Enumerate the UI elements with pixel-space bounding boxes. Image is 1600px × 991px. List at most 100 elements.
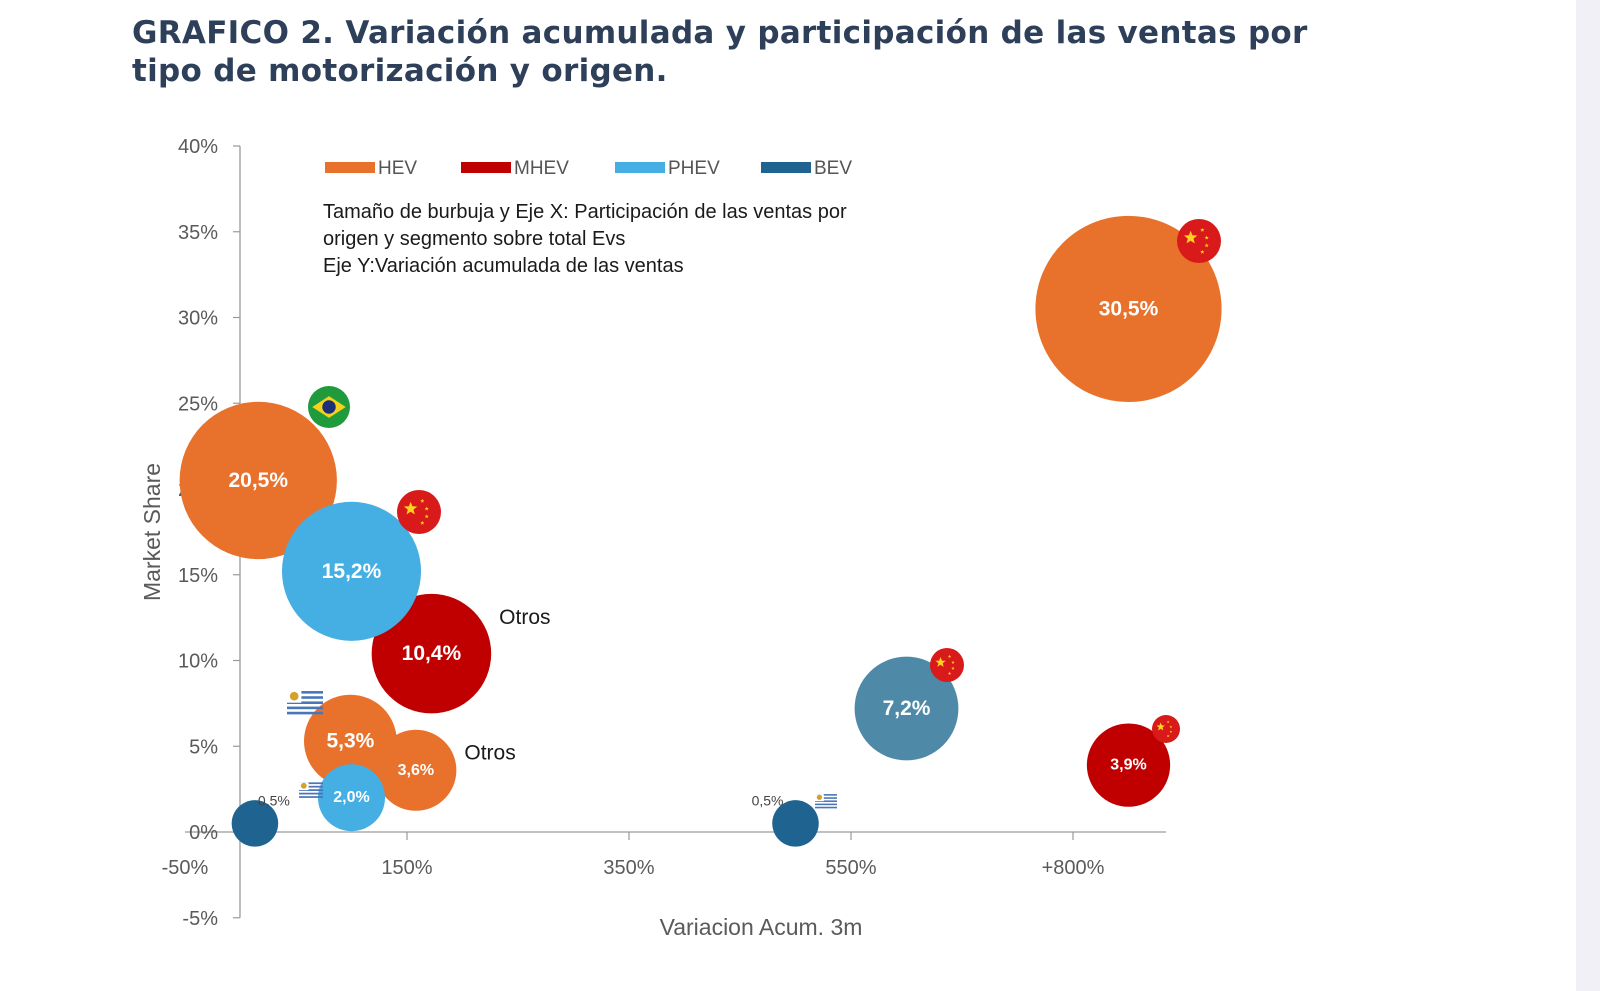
bubble-mhev bbox=[1086, 723, 1171, 807]
flag-star bbox=[1200, 249, 1205, 254]
origin-label-otros: Otros bbox=[499, 606, 550, 629]
bubble-data-label: 15,2% bbox=[322, 560, 382, 583]
x-axis-title: Variacion Acum. 3m bbox=[660, 914, 863, 940]
flag-globe bbox=[322, 400, 336, 414]
bubble-hev bbox=[304, 694, 397, 788]
flag-stripe bbox=[287, 711, 323, 715]
note-line: Eje Y:Variación acumulada de las ventas bbox=[323, 255, 684, 277]
y-tick-label: 30% bbox=[178, 308, 218, 330]
y-tick-label: 40% bbox=[178, 136, 218, 158]
flag-star bbox=[424, 514, 429, 519]
china-flag-icon bbox=[1177, 219, 1221, 263]
y-tick-label: 0% bbox=[189, 822, 218, 844]
flag-sun bbox=[300, 782, 307, 789]
x-tick-label: -50% bbox=[162, 857, 209, 879]
bubble-phev bbox=[317, 764, 386, 832]
flag-bg bbox=[1152, 715, 1180, 743]
flag-star bbox=[420, 520, 425, 525]
uruguay-flag-icon bbox=[287, 691, 323, 715]
y-tick-label: -5% bbox=[182, 908, 218, 930]
x-tick-label: 550% bbox=[825, 857, 876, 879]
note-line: Tamaño de burbuja y Eje X: Participación… bbox=[323, 201, 847, 223]
flag-star bbox=[1156, 722, 1165, 731]
title-line-2: tipo de motorización y origen. bbox=[132, 53, 668, 89]
china-flag-icon bbox=[930, 648, 964, 682]
flag-star bbox=[1169, 730, 1173, 733]
legend-label: HEV bbox=[378, 158, 417, 179]
title-line-1: GRAFICO 2. Variación acumulada y partici… bbox=[132, 15, 1308, 51]
flag-star bbox=[420, 498, 425, 503]
axes: -5%0%5%10%15%20%25%30%35%40%-50%150%350%… bbox=[139, 136, 1166, 940]
bubble-data-label: 5,3% bbox=[326, 730, 374, 753]
flag-stripe bbox=[815, 803, 837, 806]
legend-swatch bbox=[325, 162, 375, 173]
brazil-flag-icon bbox=[308, 386, 350, 428]
y-tick-label: 15% bbox=[178, 565, 218, 587]
bubble-data-label: 7,2% bbox=[883, 697, 931, 720]
flag-stripe bbox=[287, 706, 323, 710]
flag-bg bbox=[930, 648, 964, 682]
x-tick-label: 150% bbox=[381, 857, 432, 879]
legend-label: PHEV bbox=[668, 158, 720, 179]
flag-star bbox=[403, 501, 418, 515]
x-tick-label: 350% bbox=[603, 857, 654, 879]
bubble-phev bbox=[281, 501, 422, 641]
flag-star bbox=[935, 657, 946, 667]
flag-stripe bbox=[815, 797, 837, 799]
bubble-hev bbox=[1035, 215, 1222, 403]
flag-star bbox=[1166, 734, 1170, 738]
chart-note: Tamaño de burbuja y Eje X: Participación… bbox=[323, 201, 847, 277]
bubble-data-label: 10,4% bbox=[402, 642, 462, 665]
flag-stripe bbox=[299, 796, 323, 798]
bubble-bev bbox=[231, 800, 279, 847]
flag-stripe bbox=[287, 701, 323, 704]
legend-label: BEV bbox=[814, 158, 852, 179]
bubble-hev bbox=[375, 729, 457, 811]
bubble-data-label: 30,5% bbox=[1099, 297, 1159, 320]
flag-star bbox=[951, 660, 955, 664]
bubble-data-label: 3,6% bbox=[398, 762, 434, 779]
legend-swatch bbox=[461, 162, 511, 173]
flag-star bbox=[947, 654, 952, 658]
bubble-data-label: 3,9% bbox=[1110, 757, 1146, 774]
chart-title: GRAFICO 2. Variación acumulada y partici… bbox=[132, 14, 1308, 90]
bubble-data-label: 0,5% bbox=[258, 792, 290, 808]
legend-label: MHEV bbox=[514, 158, 569, 179]
y-axis-title: Market Share bbox=[139, 463, 165, 601]
y-tick-label: 10% bbox=[178, 651, 218, 673]
y-tick-label: 25% bbox=[178, 393, 218, 415]
flag-stripe bbox=[287, 691, 323, 694]
flag-star bbox=[1204, 235, 1209, 240]
flag-star bbox=[424, 506, 429, 511]
china-flag-icon bbox=[397, 490, 441, 534]
bubble-data-label: 0,5% bbox=[752, 792, 784, 808]
bubble-data-label: 20,5% bbox=[228, 469, 288, 492]
flag-bg bbox=[397, 490, 441, 534]
y-tick-label: 5% bbox=[189, 736, 218, 758]
flag-sun bbox=[816, 794, 823, 800]
flag-stripe bbox=[815, 794, 837, 796]
legend-swatch bbox=[761, 162, 811, 173]
bubble-data-label: 2,0% bbox=[333, 789, 369, 806]
flag-stripe bbox=[299, 792, 323, 795]
flag-bg bbox=[1177, 219, 1221, 263]
bubble-bev bbox=[772, 800, 819, 847]
flag-stripe bbox=[815, 800, 837, 802]
flag-stripe bbox=[299, 789, 323, 791]
flag-star bbox=[1200, 227, 1205, 232]
bubble-mhev bbox=[371, 593, 492, 714]
bubble-hev bbox=[179, 401, 337, 560]
page-edge-strip bbox=[1576, 0, 1600, 991]
flag-star bbox=[1183, 230, 1198, 244]
flag-stripe bbox=[287, 696, 323, 699]
flag-stripe bbox=[299, 782, 323, 785]
flag-stripe bbox=[299, 785, 323, 788]
flags bbox=[287, 219, 1221, 809]
bubble-bev bbox=[854, 656, 959, 761]
legend: HEV MHEV PHEV BEV bbox=[325, 158, 852, 179]
flag-star bbox=[947, 671, 952, 675]
note-line: origen y segmento sobre total Evs bbox=[323, 228, 625, 250]
flag-star bbox=[951, 666, 955, 670]
origin-label-otros: Otros bbox=[464, 742, 515, 765]
